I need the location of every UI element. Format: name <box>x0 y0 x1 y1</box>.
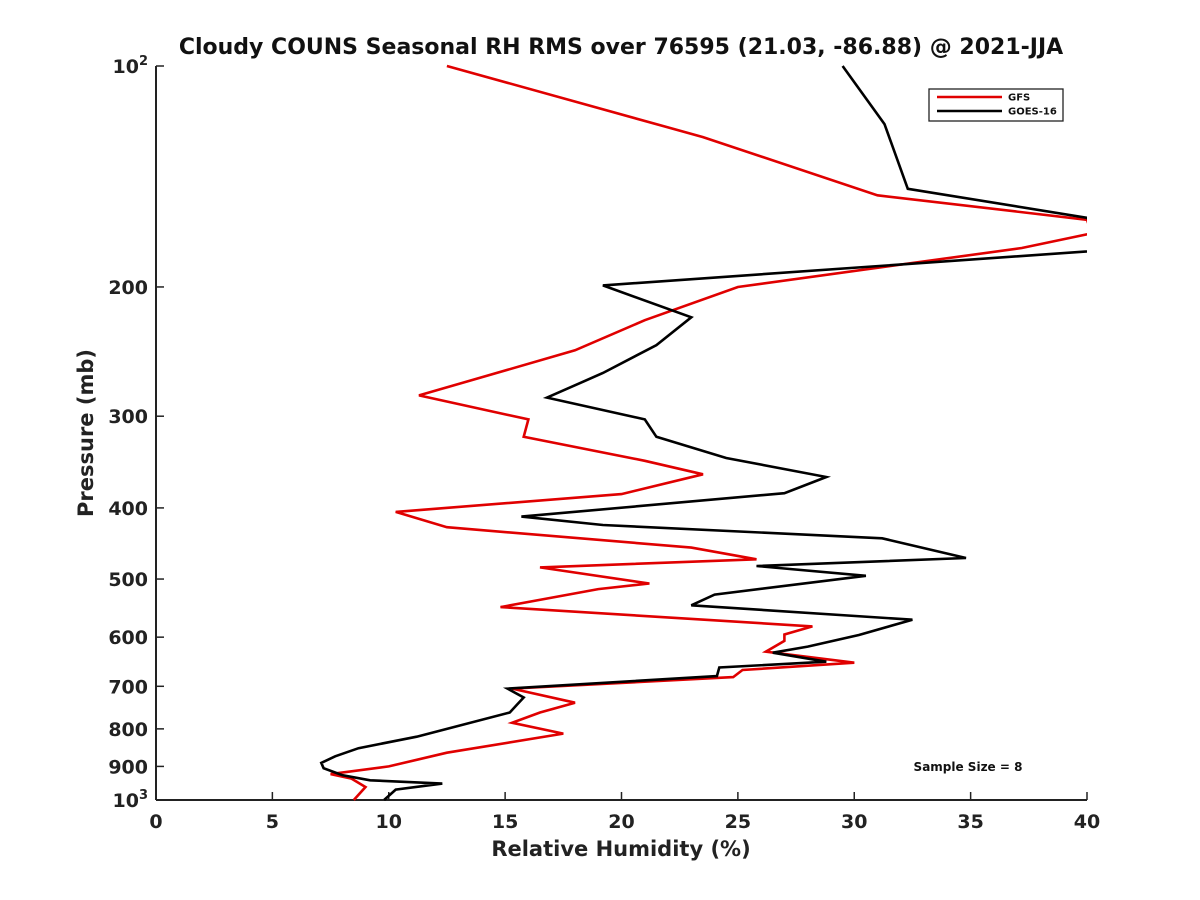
y-tick-label: 200 <box>108 277 148 299</box>
y-tick-label-base: 200 <box>108 277 148 299</box>
y-tick-label-base: 300 <box>108 406 148 428</box>
y-tick-label-base: 800 <box>108 719 148 741</box>
chart-title: Cloudy COUNS Seasonal RH RMS over 76595 … <box>179 35 1063 60</box>
legend-label: GOES-16 <box>1008 107 1057 118</box>
x-tick-label: 20 <box>608 811 634 833</box>
y-tick-label-exponent: 3 <box>139 788 148 803</box>
legend: GFS GOES-16 <box>928 88 1064 122</box>
x-tick-label: 30 <box>841 811 867 833</box>
x-tick-label: 35 <box>957 811 983 833</box>
y-tick-label: 102 <box>113 54 149 78</box>
y-tick-label: 103 <box>113 788 149 812</box>
sample-size-annotation: Sample Size = 8 <box>914 760 1023 774</box>
series-group <box>319 64 1087 801</box>
x-tick-label: 15 <box>492 811 518 833</box>
y-tick-label: 800 <box>108 719 148 741</box>
x-tick-label: 25 <box>725 811 751 833</box>
series-line-goes-16 <box>319 65 1087 801</box>
y-tick-label: 700 <box>108 676 148 698</box>
y-tick-label-base: 10 <box>113 790 139 812</box>
x-ticks: 0 5 10 15 20 25 30 35 40 <box>149 792 1100 833</box>
y-tick-label-base: 500 <box>108 569 148 591</box>
x-tick-label: 10 <box>376 811 402 833</box>
y-tick-label: 400 <box>108 498 148 520</box>
plot-area: 0 5 10 15 20 25 30 35 40 10220030040050060070080… <box>108 54 1100 833</box>
y-tick-label: 600 <box>108 627 148 649</box>
y-tick-label-base: 600 <box>108 627 148 649</box>
y-tick-label: 900 <box>108 756 148 778</box>
y-tick-label-base: 400 <box>108 498 148 520</box>
legend-label: GFS <box>1008 93 1030 104</box>
x-tick-label: 0 <box>149 811 162 833</box>
x-tick-label: 5 <box>266 811 279 833</box>
y-tick-label-base: 10 <box>113 56 139 78</box>
legend-box <box>928 88 1064 122</box>
series-line-gfs <box>330 64 1087 801</box>
x-axis-label: Relative Humidity (%) <box>491 837 750 861</box>
y-tick-label-exponent: 2 <box>139 54 148 69</box>
y-tick-label-base: 700 <box>108 676 148 698</box>
y-axis-label: Pressure (mb) <box>74 349 98 517</box>
y-tick-label-base: 900 <box>108 756 148 778</box>
y-tick-label: 500 <box>108 569 148 591</box>
x-tick-label: 40 <box>1074 811 1100 833</box>
y-tick-label: 300 <box>108 406 148 428</box>
